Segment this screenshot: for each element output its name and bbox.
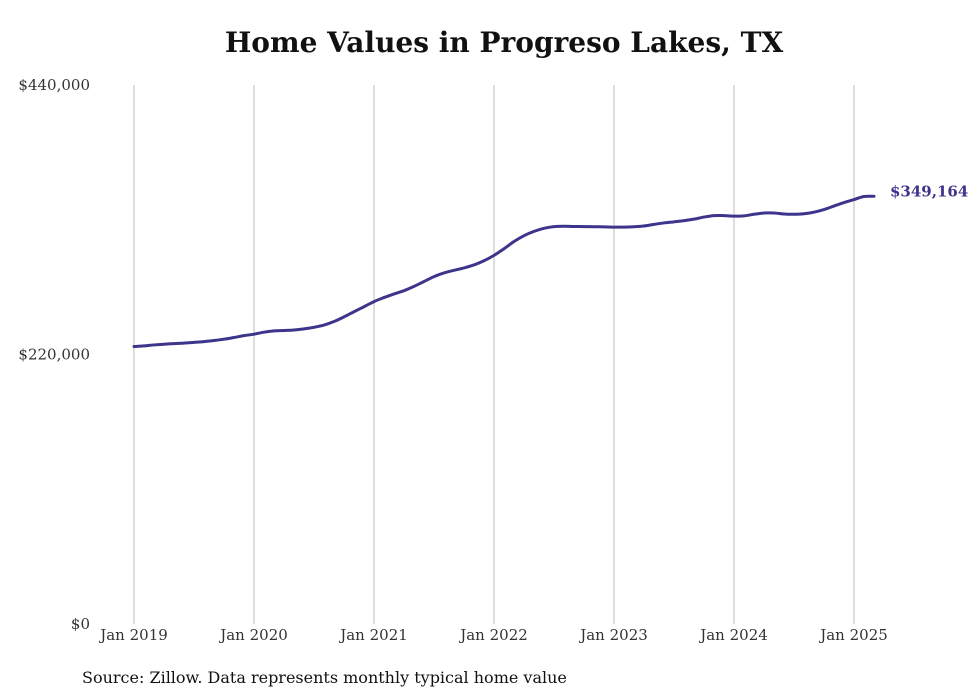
line-chart: $0$220,000$440,000 Jan 2019 Jan 2020 Jan 2…	[18, 76, 968, 644]
end-value-label: $349,164	[890, 182, 968, 200]
source-note: Source: Zillow. Data represents monthly …	[82, 668, 567, 687]
y-tick-label: $220,000	[18, 346, 90, 364]
x-tick-label: Jan 2025	[818, 626, 888, 644]
x-axis: Jan 2019 Jan 2020 Jan 2021 Jan 2022 Jan 2023…	[98, 626, 888, 644]
y-tick-label: $0	[71, 615, 90, 633]
x-tick-label: Jan 2019	[98, 626, 168, 644]
x-tick-label: Jan 2024	[698, 626, 768, 644]
y-axis: $0 $220,000 $440,000	[18, 76, 90, 633]
chart-title: Home Values in Progreso Lakes, TX	[224, 26, 784, 59]
series-line	[132, 194, 876, 349]
x-tick-label: Jan 2021	[338, 626, 408, 644]
y-tick-label: $440,000	[18, 76, 90, 94]
gridlines	[133, 85, 855, 624]
x-tick-label: Jan 2020	[218, 626, 288, 644]
x-tick-label: Jan 2022	[458, 626, 528, 644]
x-tick-label: Jan 2023	[578, 626, 648, 644]
